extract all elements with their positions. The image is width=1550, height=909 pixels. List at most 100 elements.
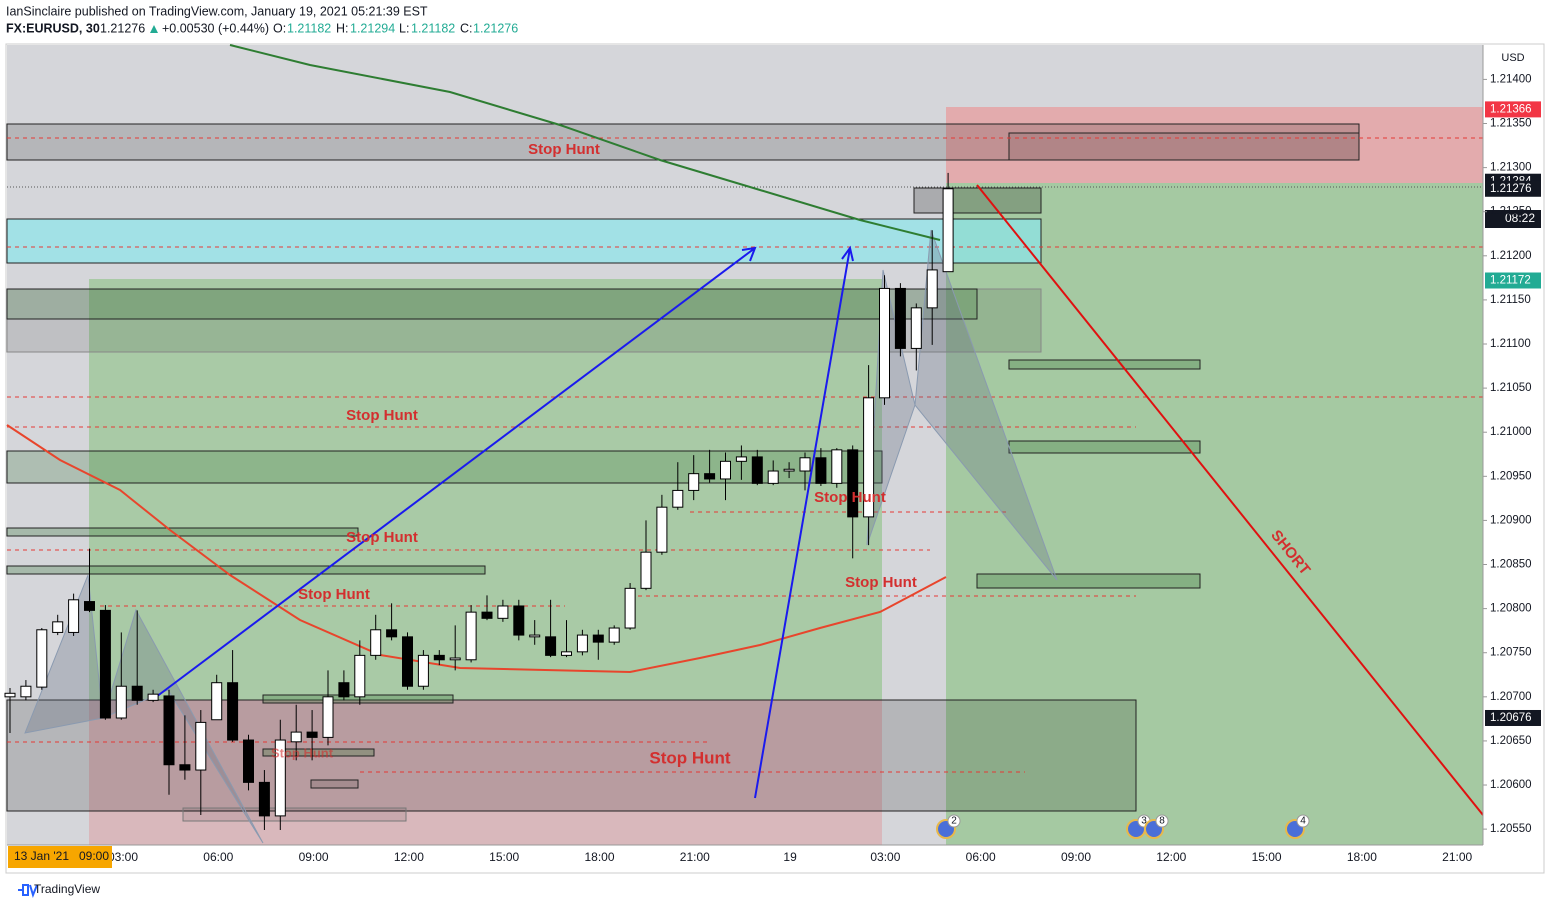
o-label: O: bbox=[273, 21, 286, 35]
publisher: IanSinclaire published on TradingView.co… bbox=[6, 4, 428, 18]
candle-body bbox=[306, 731, 318, 738]
zone bbox=[6, 450, 883, 484]
candle-body bbox=[513, 605, 525, 636]
x-tick-label: 09:00 bbox=[299, 850, 329, 864]
y-tick-label: 1.20750 bbox=[1490, 647, 1532, 659]
zone bbox=[913, 187, 1042, 214]
candle-body bbox=[4, 692, 16, 698]
candle-body bbox=[863, 397, 875, 518]
y-tick-label: 1.21000 bbox=[1490, 426, 1532, 438]
x-tick-label: 21:00 bbox=[680, 850, 710, 864]
candle-body bbox=[879, 287, 890, 399]
countdown-bg bbox=[1485, 210, 1541, 228]
price-label: 1.21366 bbox=[1490, 103, 1532, 115]
y-tick-label: 1.20850 bbox=[1490, 559, 1532, 571]
x-tick-label: 15:00 bbox=[1252, 850, 1282, 864]
event-badge bbox=[1296, 814, 1310, 828]
candle-body bbox=[831, 449, 843, 484]
price-label-bg bbox=[1485, 709, 1541, 726]
y-tick-label: 1.21250 bbox=[1490, 206, 1532, 218]
candle-body bbox=[720, 460, 731, 480]
header: IanSinclaire published on TradingView.co… bbox=[6, 4, 518, 35]
zone bbox=[6, 218, 1042, 264]
zone bbox=[262, 748, 375, 757]
candle-body bbox=[592, 634, 604, 643]
event-count: 2 bbox=[951, 816, 957, 827]
candle-body bbox=[624, 587, 636, 629]
change: +0.00530 (+0.44%) bbox=[162, 21, 269, 35]
zone bbox=[6, 288, 978, 320]
logo bbox=[18, 884, 38, 899]
x-tick-label: 21:00 bbox=[1442, 850, 1472, 864]
x-tick-label: 03:00 bbox=[870, 850, 900, 864]
candle-body bbox=[529, 634, 541, 638]
price-label: 1.21276 bbox=[1490, 183, 1532, 195]
candle-body bbox=[561, 651, 572, 656]
x-tick-label: 03:00 bbox=[108, 850, 138, 864]
c: 1.21276 bbox=[473, 21, 518, 35]
y-tick-label: 1.20700 bbox=[1490, 691, 1532, 703]
candle-body bbox=[354, 654, 366, 698]
price-label-bg bbox=[1485, 272, 1541, 289]
c-label: C: bbox=[460, 21, 473, 35]
y-tick-label: 1.21300 bbox=[1490, 162, 1532, 174]
zone bbox=[6, 288, 1042, 353]
x-tick-label: 18:00 bbox=[1347, 850, 1377, 864]
candle-body bbox=[815, 457, 827, 484]
drawings bbox=[6, 44, 1484, 845]
annotation: Stop Hunt bbox=[271, 745, 334, 760]
candle-body bbox=[68, 599, 80, 633]
x-tick-label: 18:00 bbox=[584, 850, 614, 864]
candle-body bbox=[147, 693, 159, 701]
annotation: Stop Hunt bbox=[346, 407, 418, 424]
candle-body bbox=[640, 551, 652, 589]
l: 1.21182 bbox=[411, 21, 455, 35]
candle-body bbox=[481, 611, 493, 619]
candle-body bbox=[99, 609, 111, 719]
price-label: 1.20676 bbox=[1490, 712, 1532, 724]
candle-body bbox=[926, 269, 938, 309]
candle-body bbox=[227, 682, 239, 741]
up-arrow bbox=[150, 25, 158, 33]
y-tick-label: 1.20550 bbox=[1490, 823, 1532, 835]
event-count: 3 bbox=[1141, 816, 1147, 827]
candle-body bbox=[576, 634, 588, 653]
event-count: 4 bbox=[1300, 816, 1306, 827]
annotation: Stop Hunt bbox=[298, 586, 370, 603]
candle-body bbox=[656, 506, 668, 553]
candle-body bbox=[370, 629, 382, 656]
candle-body bbox=[417, 654, 429, 687]
candle-body bbox=[52, 621, 64, 633]
zone bbox=[1008, 440, 1201, 454]
y-tick-label: 1.20950 bbox=[1490, 470, 1532, 482]
candle-body bbox=[497, 605, 509, 619]
candle-body bbox=[386, 629, 398, 638]
footer: TradingView bbox=[34, 882, 100, 896]
candle-body bbox=[433, 654, 445, 661]
crosshair-label-bg bbox=[8, 846, 112, 868]
y-tick-label: 1.20650 bbox=[1490, 735, 1532, 747]
y-tick-label: 1.20600 bbox=[1490, 779, 1532, 791]
y-tick-label: 1.20900 bbox=[1490, 514, 1532, 526]
short-line bbox=[976, 184, 1484, 816]
candle-body bbox=[402, 636, 413, 687]
candle-body bbox=[688, 473, 700, 491]
h-label: H: bbox=[336, 21, 349, 35]
candle-body bbox=[735, 456, 747, 462]
event-count: 8 bbox=[1159, 816, 1165, 827]
o: 1.21182 bbox=[287, 21, 331, 35]
y-tick-label: 1.21100 bbox=[1490, 338, 1531, 350]
candle-body bbox=[20, 685, 32, 698]
y-tick-label: 1.21050 bbox=[1490, 382, 1532, 394]
pattern bbox=[866, 229, 1058, 581]
zone bbox=[182, 807, 407, 822]
candle-body bbox=[84, 601, 95, 611]
candle-body bbox=[290, 731, 302, 743]
y-tick-label: 1.20800 bbox=[1490, 603, 1532, 615]
x-tick-label: 19 bbox=[783, 850, 797, 864]
long-zone bbox=[89, 279, 882, 700]
candle-body bbox=[672, 489, 684, 508]
candle-body bbox=[783, 468, 795, 472]
x-tick-label: 06:00 bbox=[966, 850, 996, 864]
